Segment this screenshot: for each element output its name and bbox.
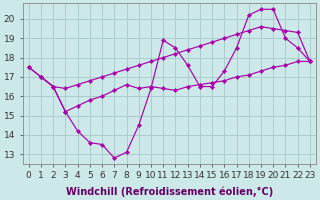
X-axis label: Windchill (Refroidissement éolien,°C): Windchill (Refroidissement éolien,°C): [66, 186, 273, 197]
